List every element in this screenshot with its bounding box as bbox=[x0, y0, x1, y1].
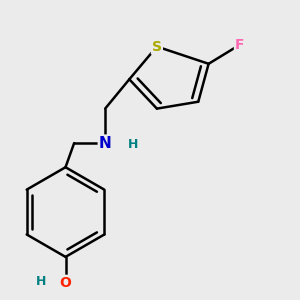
Text: H: H bbox=[36, 274, 46, 287]
Text: O: O bbox=[60, 276, 71, 290]
Text: N: N bbox=[99, 136, 112, 151]
Text: H: H bbox=[128, 138, 138, 151]
Text: F: F bbox=[235, 38, 244, 52]
Text: S: S bbox=[152, 40, 162, 54]
